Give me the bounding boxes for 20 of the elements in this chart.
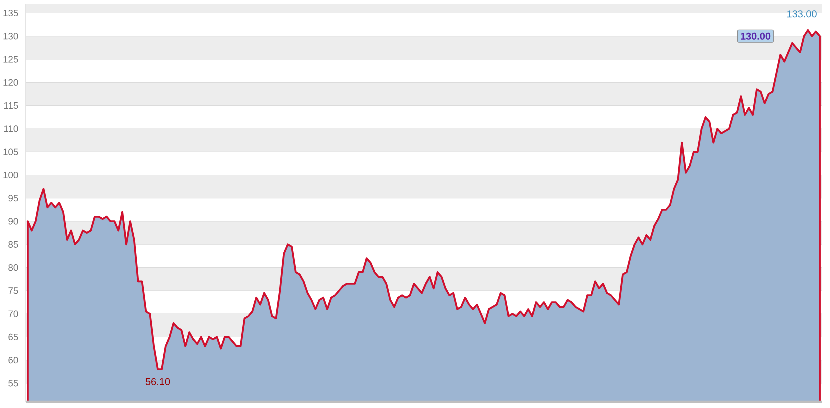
y-tick-label: 55 xyxy=(8,380,18,387)
y-tick-label: 70 xyxy=(8,310,18,318)
y-tick-label: 135 xyxy=(4,10,18,17)
y-tick-label: 125 xyxy=(4,56,18,63)
y-tick-label: 65 xyxy=(8,334,18,341)
y-tick-label: 95 xyxy=(8,195,18,202)
y-tick-label: 110 xyxy=(4,126,18,132)
y-tick-label: 120 xyxy=(4,79,18,86)
y-tick-label: 130 xyxy=(4,33,18,40)
y-tick-label: 60 xyxy=(8,357,18,364)
annotation: 56.10 xyxy=(146,378,170,386)
y-tick-label: 100 xyxy=(4,172,18,179)
y-tick-label: 90 xyxy=(8,218,18,225)
y-tick-label: 80 xyxy=(8,264,18,272)
y-tick-label: 85 xyxy=(8,241,18,248)
annotation: 130.00 xyxy=(741,32,771,40)
y-tick-label: 115 xyxy=(4,102,18,110)
y-tick-label: 75 xyxy=(8,288,18,294)
y-tick-label: 105 xyxy=(4,148,18,156)
annotation: 133.00 xyxy=(787,10,817,18)
